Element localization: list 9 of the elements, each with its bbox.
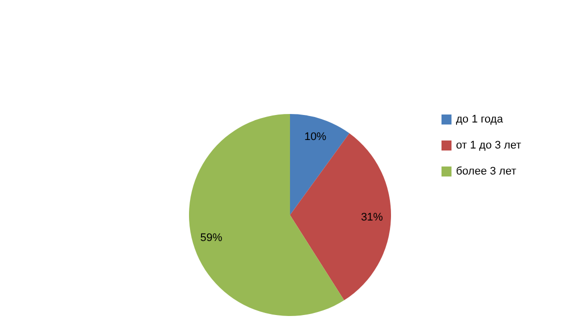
legend-label: до 1 года xyxy=(456,114,504,126)
data-label: 31% xyxy=(360,212,384,224)
pie-slice xyxy=(290,114,350,215)
data-label: 59% xyxy=(200,232,222,244)
pie-slice xyxy=(290,133,391,300)
legend-label: от 1 до 3 лет xyxy=(456,140,522,152)
pie-slice xyxy=(189,114,344,316)
data-label: 10% xyxy=(304,131,327,144)
legend-label: более 3 лет xyxy=(456,166,516,178)
